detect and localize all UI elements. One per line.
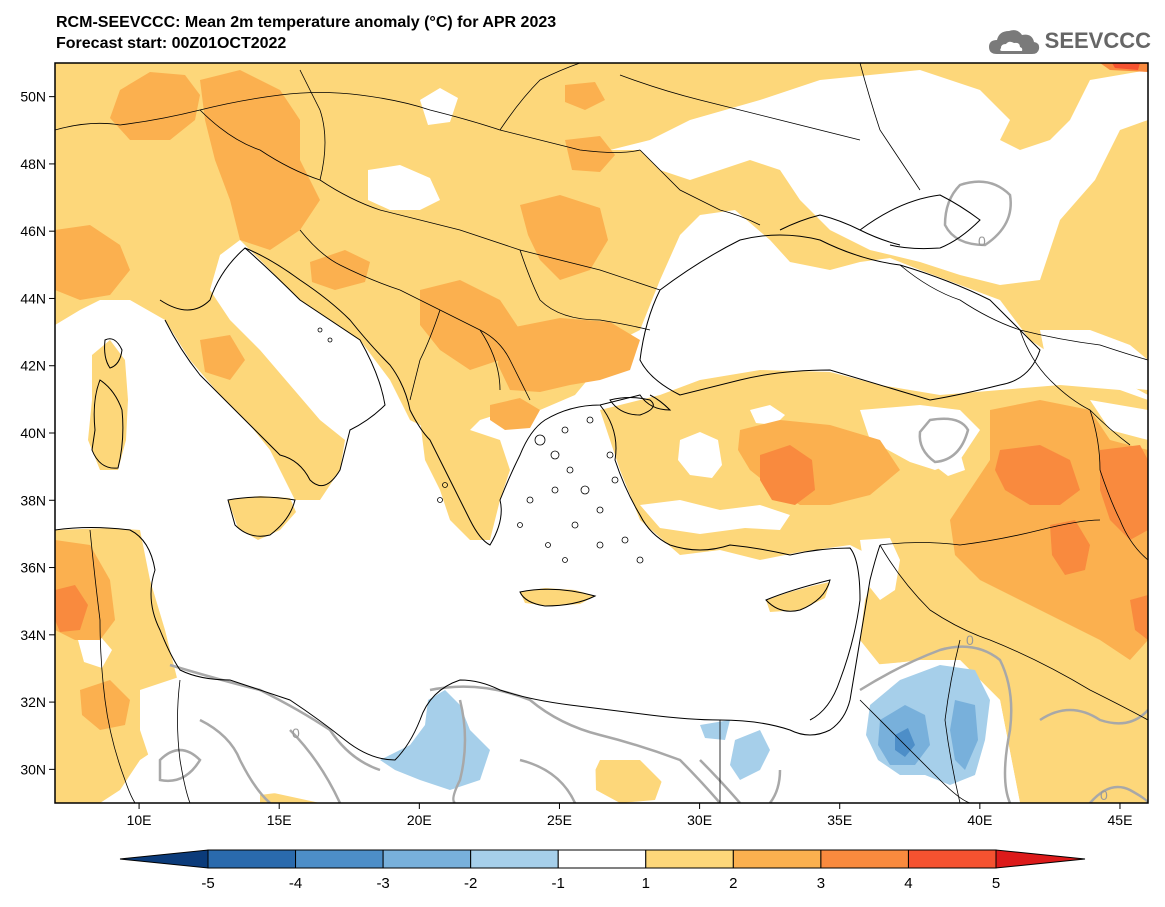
lat-tick-label: 38N [20, 492, 46, 508]
colorbar-label: -1 [552, 875, 565, 892]
map-field: 0 0 0 0 [55, 63, 1148, 803]
seevccc-logo: SEEVCCC [987, 24, 1151, 58]
lon-tick-label: 45E [1108, 812, 1133, 828]
colorbar-label: -2 [464, 875, 477, 892]
colorbar-swatch [907, 849, 997, 869]
colorbar-swatch [732, 849, 822, 869]
lat-tick-label: 50N [20, 89, 46, 105]
zero-label-2: 0 [966, 632, 974, 648]
colorbar-min-extension [119, 849, 209, 869]
lon-tick-label: 10E [127, 812, 152, 828]
lat-tick-label: 46N [20, 223, 46, 239]
cloud-icon [988, 30, 1039, 54]
zero-label-1: 0 [978, 233, 986, 249]
zero-contours [158, 180, 1148, 803]
colorbar: -5 -4 -3 -2 -1 1 2 3 4 5 [119, 849, 1086, 892]
zero-label-3: 0 [292, 725, 300, 741]
colorbar-label: 1 [642, 875, 650, 892]
colorbar-swatch [295, 849, 384, 869]
lat-tick-label: 40N [20, 425, 46, 441]
latitude-axis: 30N 32N 34N 36N 38N 40N 42N 44N 46N 48N 50N [20, 89, 55, 777]
colorbar-swatch [382, 849, 472, 869]
logo-text: SEEVCCC [1044, 28, 1151, 53]
colorbar-swatch [645, 849, 734, 869]
colorbar-label: 3 [817, 875, 825, 892]
aegean-islands [317, 327, 644, 564]
lon-tick-label: 35E [827, 812, 852, 828]
colorbar-label: 4 [904, 875, 912, 892]
longitude-axis: 10E 15E 20E 25E 30E 35E 40E 45E [127, 803, 1133, 828]
lat-tick-label: 30N [20, 761, 46, 777]
lat-tick-label: 36N [20, 560, 46, 576]
colorbar-label: -4 [289, 875, 302, 892]
colorbar-max-extension [995, 849, 1086, 869]
colorbar-swatch [820, 849, 909, 869]
lat-tick-label: 32N [20, 694, 46, 710]
anomaly-4-5-region [1112, 63, 1140, 70]
lon-tick-label: 30E [687, 812, 712, 828]
lon-tick-label: 15E [267, 812, 292, 828]
country-borders [55, 63, 1148, 803]
colorbar-label: 5 [992, 875, 1000, 892]
colorbar-swatch [207, 849, 297, 869]
coastlines [55, 194, 1041, 761]
colorbar-swatch [470, 849, 559, 869]
lon-tick-label: 40E [967, 812, 992, 828]
colorbar-label: -5 [201, 875, 214, 892]
map-title: RCM-SEEVCCC: Mean 2m temperature anomaly… [56, 12, 556, 54]
lat-tick-label: 42N [20, 358, 46, 374]
lon-tick-label: 25E [547, 812, 572, 828]
lon-tick-label: 20E [407, 812, 432, 828]
lat-tick-label: 34N [20, 627, 46, 643]
lat-tick-label: 48N [20, 156, 46, 172]
title-line-1: RCM-SEEVCCC: Mean 2m temperature anomaly… [56, 14, 557, 31]
lat-tick-label: 44N [20, 290, 46, 306]
colorbar-label: 2 [729, 875, 737, 892]
title-line-2: Forecast start: 00Z01OCT2022 [56, 35, 287, 52]
colorbar-label: -3 [376, 875, 389, 892]
zero-label-4: 0 [1100, 787, 1108, 803]
colorbar-swatch [557, 849, 647, 869]
